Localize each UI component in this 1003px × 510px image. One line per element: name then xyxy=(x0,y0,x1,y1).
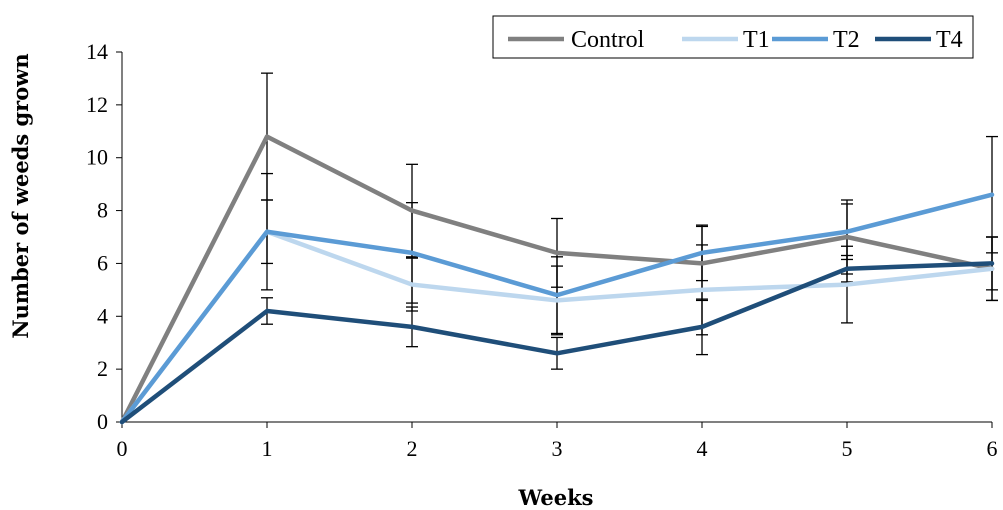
x-tick-label: 1 xyxy=(262,436,273,461)
x-tick-label: 4 xyxy=(697,436,708,461)
y-tick-label: 2 xyxy=(97,356,108,381)
x-tick-label: 3 xyxy=(552,436,563,461)
x-axis-title: Weeks xyxy=(518,485,594,510)
y-tick-label: 12 xyxy=(86,92,108,117)
y-axis-title: Number of weeds grown xyxy=(8,53,33,338)
y-tick-label: 4 xyxy=(97,303,108,328)
y-tick-label: 14 xyxy=(86,39,108,64)
y-tick-label: 6 xyxy=(97,250,108,275)
y-tick-label: 0 xyxy=(97,409,108,434)
legend-label-control: Control xyxy=(571,27,645,53)
x-tick-label: 6 xyxy=(987,436,998,461)
legend: Control T1 T2 T4 xyxy=(493,16,973,58)
y-tick-label: 8 xyxy=(97,198,108,223)
x-tick-label: 5 xyxy=(842,436,853,461)
x-tick-label: 2 xyxy=(407,436,418,461)
y-tick-label: 10 xyxy=(86,145,108,170)
legend-label-t4: T4 xyxy=(936,27,963,53)
legend-label-t1: T1 xyxy=(743,27,770,53)
x-tick-label: 0 xyxy=(117,436,128,461)
legend-label-t2: T2 xyxy=(833,27,860,53)
